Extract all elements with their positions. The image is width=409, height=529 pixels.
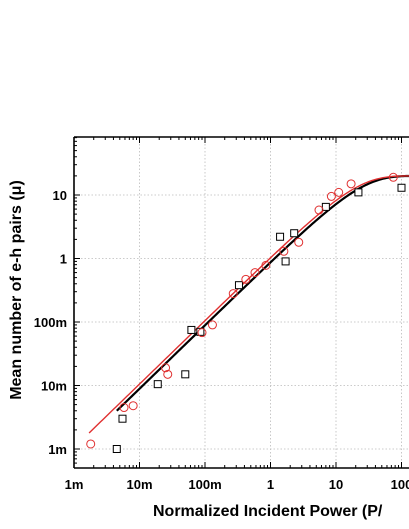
y-tick-label: 10m [41, 379, 67, 394]
circle-marker [326, 191, 336, 201]
square-marker [118, 414, 127, 423]
tick-labels: 1m 10m 100m 1 10 100 1m 10m 100m 1 10 [34, 188, 409, 492]
x-axis-title: Normalized Incident Power (P/ [153, 503, 383, 520]
square-marker [234, 281, 243, 290]
circle-marker [228, 289, 238, 299]
fit-line [88, 175, 409, 434]
fit-line [116, 174, 409, 412]
square-marker [153, 380, 162, 389]
square-marker [196, 327, 205, 336]
square-marker [181, 370, 190, 379]
circle-marker [261, 260, 271, 270]
circle-marker [241, 274, 251, 284]
circle-marker [197, 328, 207, 338]
circle-marker [163, 369, 173, 379]
square-marker [276, 232, 285, 241]
square-marker [321, 202, 330, 211]
grid [74, 137, 409, 468]
circle-marker [86, 439, 96, 449]
square-marker [187, 325, 196, 334]
circle-marker [388, 172, 398, 182]
circle-marker [161, 363, 171, 373]
square-marker [281, 257, 290, 266]
x-tick-label: 10m [126, 477, 152, 492]
x-tick-label: 1m [65, 477, 84, 492]
y-tick-label: 1 [60, 252, 67, 267]
circle-marker [294, 237, 304, 247]
x-tick-label: 1 [267, 477, 274, 492]
circle-marker [119, 403, 129, 413]
y-tick-label: 100m [34, 315, 67, 330]
circle-marker [207, 320, 217, 330]
axes [73, 136, 409, 469]
y-tick-label: 1m [48, 442, 67, 457]
square-marker [397, 183, 406, 192]
square-marker [112, 445, 121, 453]
y-axis-title: Mean number of e-h pairs (μ) [8, 180, 25, 400]
data-points [86, 172, 406, 453]
circle-marker [334, 187, 344, 197]
circle-marker [250, 268, 260, 278]
x-tick-label: 100 [391, 477, 409, 492]
circle-marker [279, 246, 289, 256]
fit-lines [88, 174, 409, 434]
square-marker [354, 188, 363, 197]
square-marker [290, 229, 299, 238]
x-tick-label: 100m [188, 477, 221, 492]
circle-marker [314, 205, 324, 215]
y-tick-label: 10 [53, 188, 67, 203]
x-tick-label: 10 [329, 477, 343, 492]
circle-marker [128, 401, 138, 411]
circle-marker [346, 179, 356, 189]
